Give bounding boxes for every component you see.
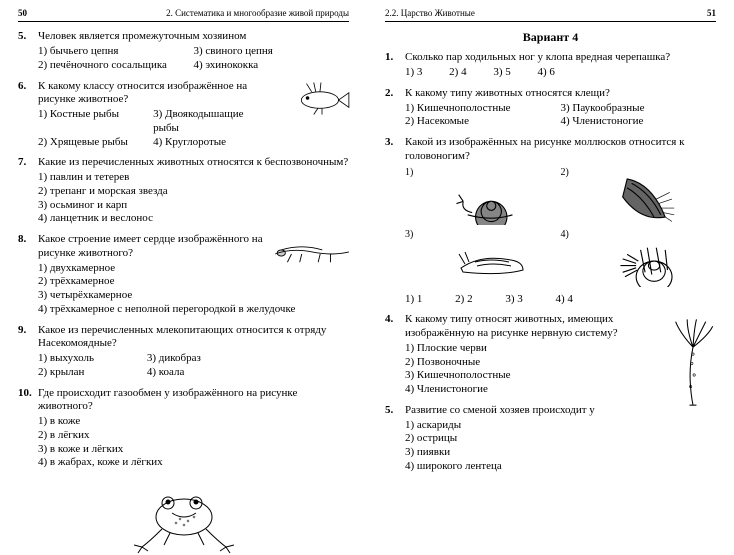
opt: 4) Круглоротые	[153, 136, 268, 150]
opt: 3) свиного цепня	[194, 45, 350, 59]
opt: 2) острицы	[405, 432, 716, 446]
header-left: 50 2. Систематика и многообразие живой п…	[18, 8, 349, 22]
question-r5: 5. Развитие со сменой хозяев происходит …	[385, 404, 716, 474]
qnum: 5.	[18, 30, 36, 72]
qtext: Развитие со сменой хозяев происходит у	[405, 404, 716, 418]
qnum: 3.	[385, 136, 403, 306]
opt: 3) 5	[493, 66, 510, 80]
opt: 1) в коже	[38, 415, 349, 429]
page-number: 51	[707, 8, 716, 19]
opt: 2) Насекомые	[405, 115, 561, 129]
question-10: 10. Где происходит газообмен у изображён…	[18, 387, 349, 471]
opt: 4) трёхкамерное с неполной перегородкой …	[38, 303, 349, 317]
opt: 4) широкого лентеца	[405, 460, 716, 474]
opt: 2) трепанг и морская звезда	[38, 185, 349, 199]
qtext: Человек является промежуточным хозяином	[38, 30, 349, 44]
mol-label: 1)	[405, 167, 417, 180]
question-r1: 1. Сколько пар ходильных ног у клопа вре…	[385, 51, 716, 80]
question-r3: 3. Какой из изображённых на рисунке молл…	[385, 136, 716, 306]
opt: 3) 3	[505, 293, 522, 307]
snail-icon	[421, 167, 561, 229]
opt: 1) павлин и тетерев	[38, 171, 349, 185]
page-left: 50 2. Систематика и многообразие живой п…	[0, 0, 367, 540]
qtext: Сколько пар ходильных ног у клопа вредна…	[405, 51, 716, 65]
qnum: 1.	[385, 51, 403, 80]
qnum: 2.	[385, 87, 403, 129]
frog-icon	[18, 477, 349, 555]
opt: 4) эхинококка	[194, 59, 350, 73]
mol-label: 3)	[405, 229, 417, 242]
opt: 1) Кишечнополостные	[405, 102, 561, 116]
mussel-icon	[577, 167, 717, 229]
opt: 3) дикобраз	[147, 352, 256, 366]
qnum: 6.	[18, 80, 36, 150]
opt: 3) осьминог и карп	[38, 199, 349, 213]
question-r2: 2. К какому типу животных относятся клещ…	[385, 87, 716, 129]
question-8: 8. Какое строение имеет сердце изображён…	[18, 233, 349, 317]
opt: 3) Паукообразные	[561, 102, 717, 116]
qnum: 5.	[385, 404, 403, 474]
mollusc-grid: 1) 2)	[405, 167, 716, 291]
opt: 2) трёхкамерное	[38, 275, 349, 289]
opt: 2) печёночного сосальщика	[38, 59, 194, 73]
variant-title: Вариант 4	[385, 30, 716, 45]
opt: 2) в лёгких	[38, 429, 349, 443]
qnum: 10.	[18, 387, 36, 471]
opt: 1) выхухоль	[38, 352, 147, 366]
opt: 1) бычьего цепня	[38, 45, 194, 59]
qnum: 7.	[18, 156, 36, 226]
mol-label: 2)	[561, 167, 573, 180]
question-6: 6. К какому классу относится изображённо…	[18, 80, 349, 150]
chapter-title: 2.2. Царство Животные	[385, 8, 475, 19]
opt: 2) Хрящевые рыбы	[38, 136, 153, 150]
slug-icon	[421, 229, 561, 291]
opt: 3) в коже и лёгких	[38, 443, 349, 457]
opt: 4) 6	[538, 66, 555, 80]
fish-icon	[291, 76, 353, 120]
opt: 1) 3	[405, 66, 422, 80]
qtext: Какое из перечисленных млекопитающих отн…	[38, 324, 349, 352]
opt: 3) Двоякодышащие рыбы	[153, 108, 268, 136]
opt: 4) Членистоногие	[561, 115, 717, 129]
opt: 2) 2	[455, 293, 472, 307]
page-right: 2.2. Царство Животные 51 Вариант 4 1. Ск…	[367, 0, 734, 540]
question-9: 9. Какое из перечисленных млекопитающих …	[18, 324, 349, 380]
opt: 2) 4	[449, 66, 466, 80]
qtext: Где происходит газообмен у изображённого…	[38, 387, 349, 415]
qtext: Какие из перечисленных животных относятс…	[38, 156, 349, 170]
page-number: 50	[18, 8, 27, 19]
qnum: 4.	[385, 313, 403, 397]
opt: 3) пиявки	[405, 446, 716, 460]
mol-label: 4)	[561, 229, 573, 242]
question-5: 5. Человек является промежуточным хозяин…	[18, 30, 349, 72]
question-r4: 4. К какому типу относят животных, имеющ…	[385, 313, 716, 397]
qtext: К какому типу животных относятся клещи?	[405, 87, 716, 101]
opt: 4) в жабрах, коже и лёгких	[38, 456, 349, 470]
chapter-title: 2. Систематика и многообразие живой прир…	[166, 8, 349, 19]
salamander-icon	[271, 239, 353, 269]
qnum: 9.	[18, 324, 36, 380]
hydra-icon	[664, 317, 722, 397]
qnum: 8.	[18, 233, 36, 317]
question-7: 7. Какие из перечисленных животных относ…	[18, 156, 349, 226]
opt: 1) аскариды	[405, 419, 716, 433]
header-right: 2.2. Царство Животные 51	[385, 8, 716, 22]
opt: 4) ланцетник и веслонос	[38, 212, 349, 226]
opt: 4) коала	[147, 366, 256, 380]
opt: 1) Костные рыбы	[38, 108, 153, 136]
opt: 4) 4	[556, 293, 573, 307]
opt: 1) 1	[405, 293, 422, 307]
qtext: Какой из изображённых на рисунке моллюск…	[405, 136, 716, 164]
nautilus-icon	[577, 229, 717, 291]
opt: 3) четырёхкамерное	[38, 289, 349, 303]
opt: 2) крылан	[38, 366, 147, 380]
